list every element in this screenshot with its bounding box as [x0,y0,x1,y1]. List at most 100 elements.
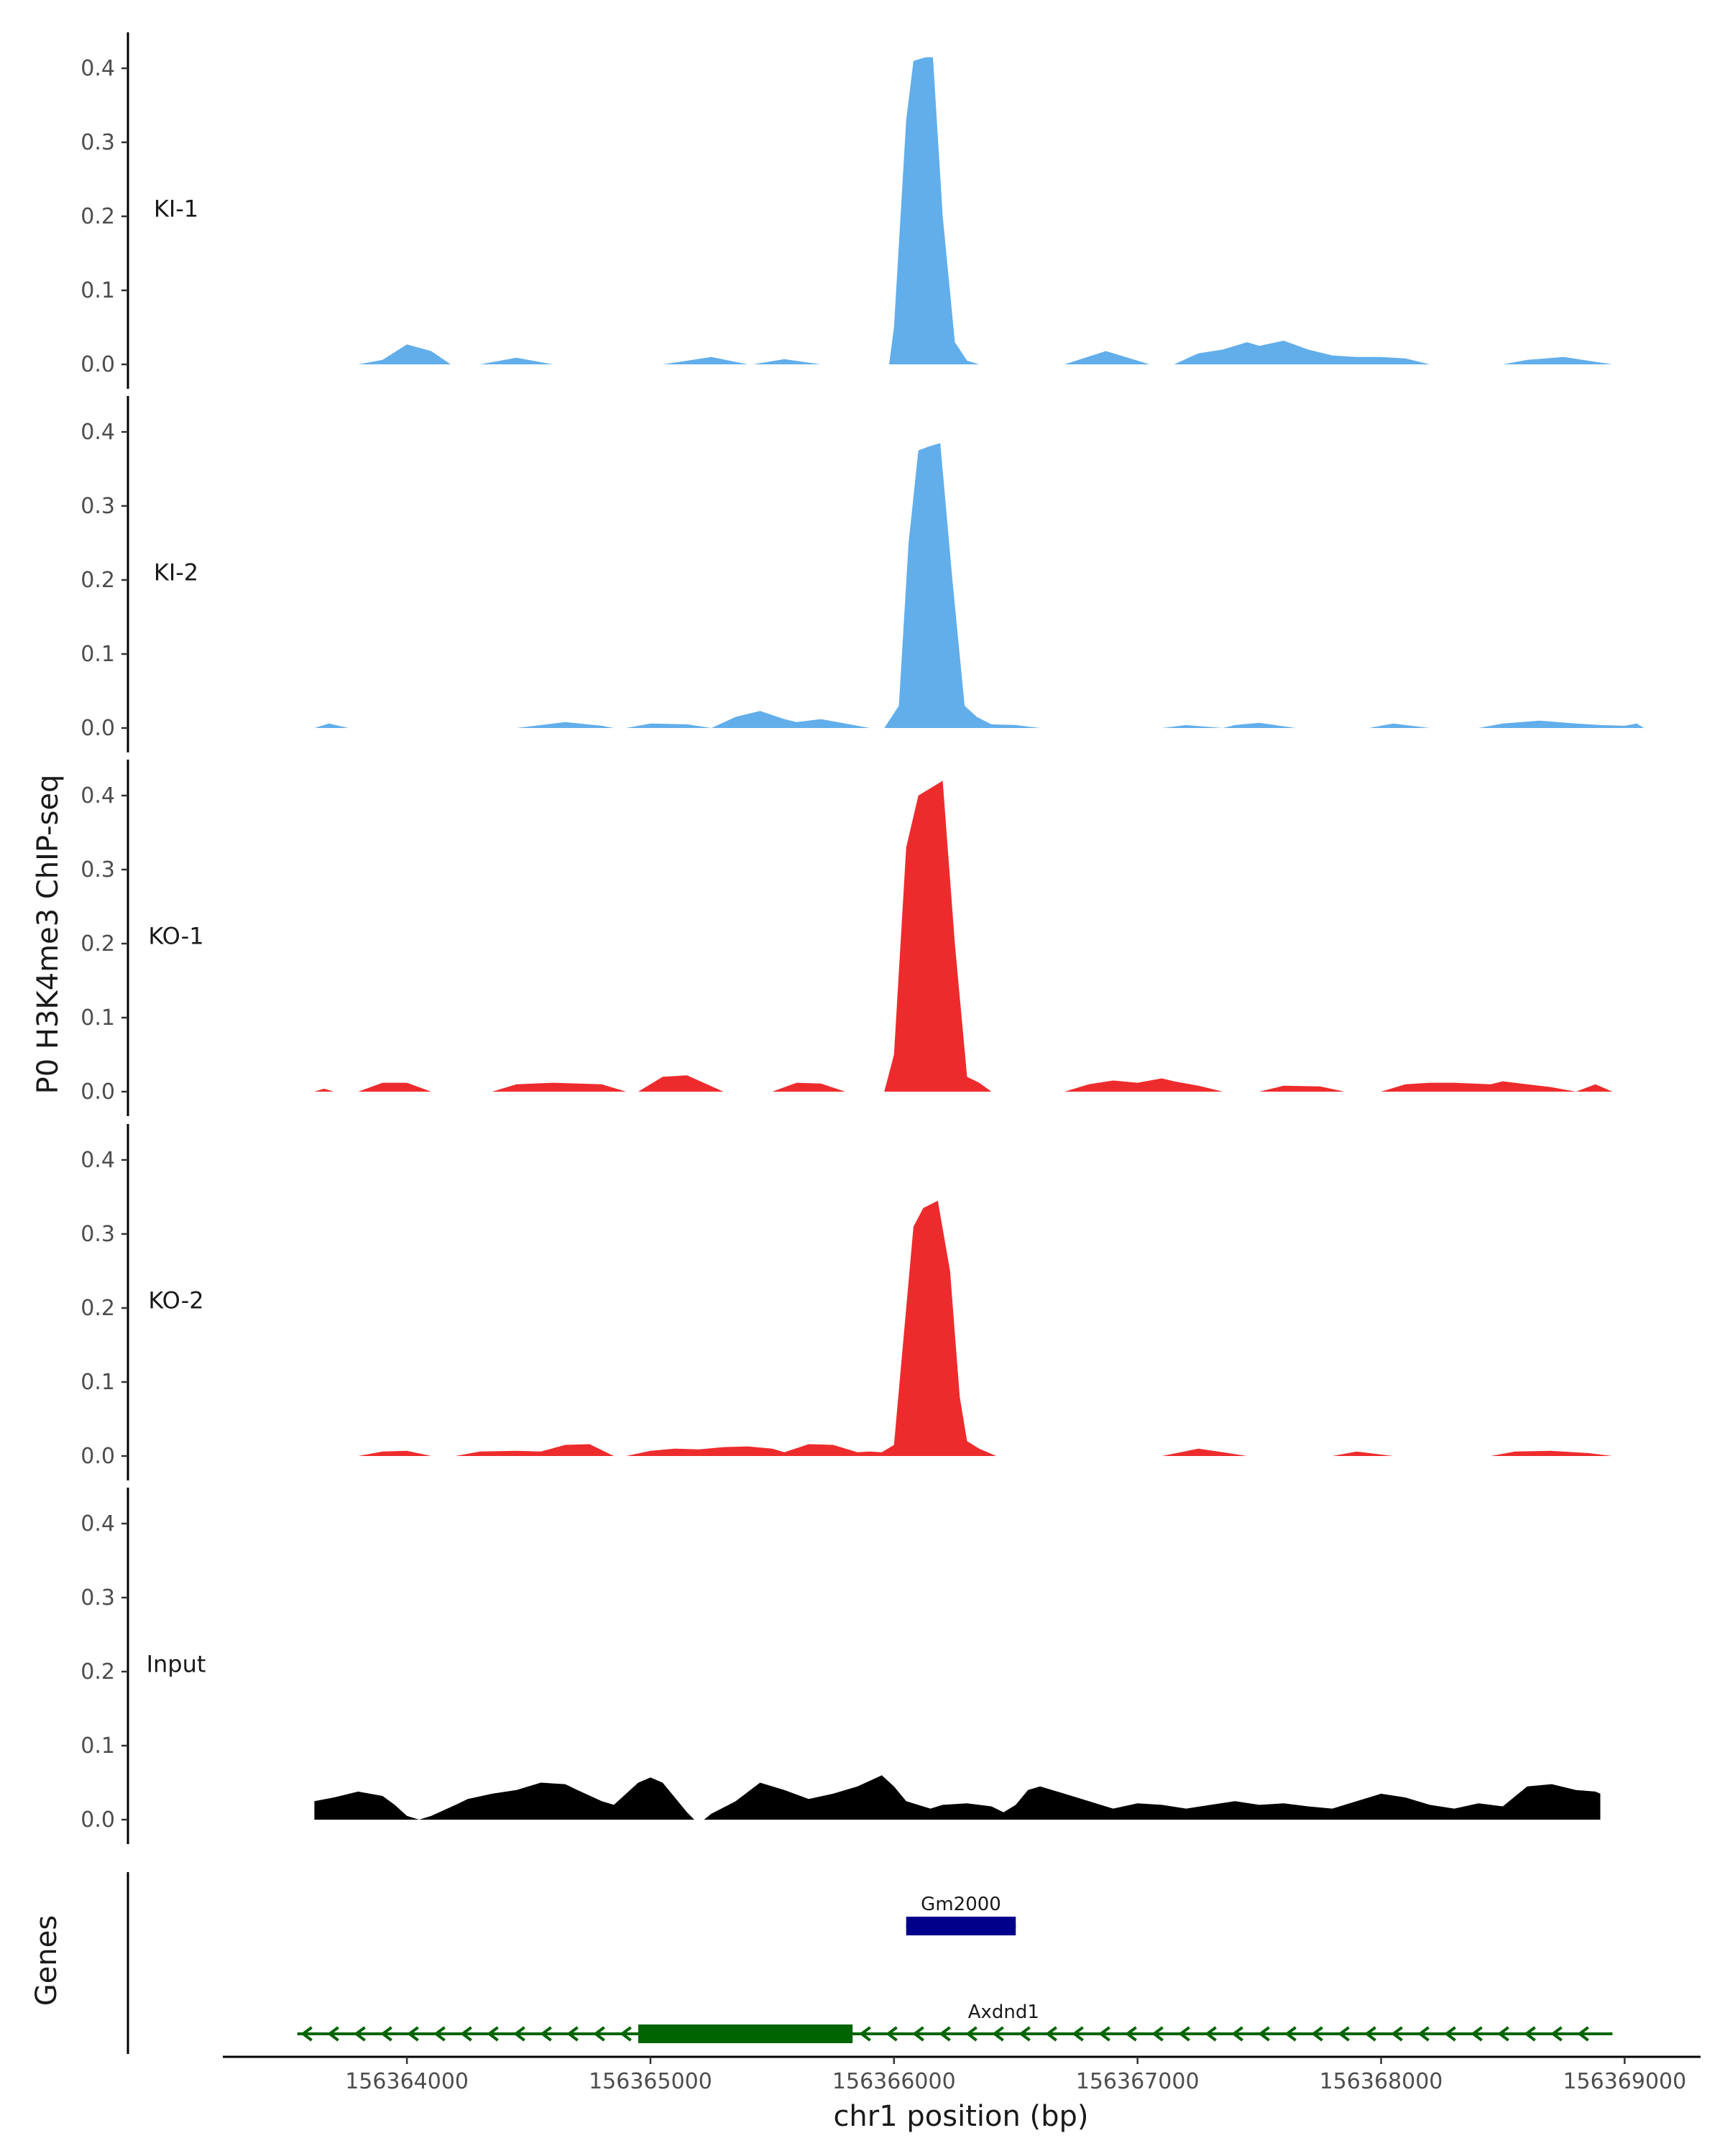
track-ko-2: 0.0 0.1 0.2 0.3 0.4 KO-2 [80,1124,1613,1480]
genes-track: Genes Gm2000 Axdnd1 [30,1872,1613,2054]
strand-arrow [912,2026,924,2042]
strand-arrow [433,2026,446,2042]
strand-arrow [1311,2026,1323,2042]
gene-gm2000: Gm2000 [906,1894,1016,1935]
strand-arrow [992,2026,1004,2042]
strand-arrow [566,2026,579,2042]
gene-name-label: Gm2000 [921,1894,1001,1915]
signal-area [314,1775,1601,1820]
y-tick-label: 0.3 [80,1222,115,1247]
y-tick-label: 0.0 [80,352,115,377]
signal-area [314,443,1644,728]
y-tick-label: 0.2 [80,931,115,957]
signal-area [314,780,1613,1092]
track-label: KO-2 [148,1287,203,1314]
strand-arrow [593,2026,605,2042]
strand-arrow [886,2026,898,2042]
x-tick-label: 156366000 [832,2069,956,2094]
y-tick-label: 0.0 [80,1444,115,1469]
y-tick-label: 0.0 [80,716,115,741]
strand-arrow [1098,2026,1110,2042]
y-tick-label: 0.2 [80,568,115,593]
y-tick-label: 0.3 [80,130,115,155]
track-input: 0.0 0.1 0.2 0.3 0.4 Input [80,1488,1601,1844]
y-tick-label: 0.4 [80,783,115,808]
strand-arrow [859,2026,871,2042]
track-label: KI-1 [154,195,198,223]
strand-arrow [1417,2026,1430,2042]
strand-arrow [939,2026,951,2042]
strand-arrow [513,2026,525,2042]
y-tick-label: 0.1 [80,1370,115,1395]
y-tick-label: 0.2 [80,204,115,229]
track-label: KI-2 [154,559,198,586]
y-tick-label: 0.3 [80,1585,115,1611]
y-tick-label: 0.1 [80,1005,115,1031]
x-axis: chr1 position (bp) 156364000 156365000 156… [223,2055,1701,2133]
strand-arrow [407,2026,419,2042]
x-tick-label: 156367000 [1076,2069,1200,2094]
strand-arrow [1178,2026,1190,2042]
x-tick-label: 156369000 [1563,2069,1686,2094]
signal-area [358,1200,1613,1456]
track-ki-2: 0.0 0.1 0.2 0.3 0.4 KI-2 [80,396,1644,752]
strand-arrow [1524,2026,1536,2042]
strand-arrow [1577,2026,1589,2042]
strand-arrow [1550,2026,1563,2042]
strand-arrow [380,2026,392,2042]
strand-arrow [1072,2026,1084,2042]
y-tick-label: 0.4 [80,56,115,81]
strand-arrow [1364,2026,1376,2042]
strand-arrow [487,2026,499,2042]
x-tick-label: 156365000 [589,2069,712,2094]
track-label: KO-1 [148,923,203,950]
strand-arrow [1471,2026,1483,2042]
signal-tracks: 0.00.10.20.30.4KI-10.00.10.20.30.4KI-20.… [80,32,1644,1844]
x-tick-label: 156364000 [345,2069,469,2094]
strand-arrow [965,2026,978,2042]
x-tick-label: 156368000 [1320,2069,1443,2094]
y-tick-label: 0.4 [80,1511,115,1537]
y-tick-label: 0.2 [80,1659,115,1685]
y-tick-label: 0.1 [80,1733,115,1759]
y-tick-label: 0.3 [80,494,115,519]
strand-arrow [1258,2026,1270,2042]
y-tick-label: 0.0 [80,1079,115,1105]
strand-arrow [1045,2026,1057,2042]
strand-arrow [354,2026,366,2042]
y-tick-label: 0.4 [80,420,115,445]
track-ki-1: 0.0 0.1 0.2 0.3 0.4 KI-1 [80,32,1613,389]
strand-arrow [1151,2026,1164,2042]
y-tick-label: 0.3 [80,857,115,883]
strand-arrow [1444,2026,1456,2042]
strand-arrow [1018,2026,1031,2042]
strand-arrow [460,2026,472,2042]
gene-exon [638,2024,853,2043]
strand-arrow [1391,2026,1403,2042]
strand-arrow [1497,2026,1509,2042]
y-tick-label: 0.0 [80,1807,115,1833]
y-tick-label: 0.1 [80,642,115,667]
track-ko-1: 0.0 0.1 0.2 0.3 0.4 KO-1 [80,760,1613,1116]
genes-track-title: Genes [30,1915,63,2006]
strand-arrow [1205,2026,1217,2042]
strand-arrow [300,2026,313,2042]
strand-arrow [1284,2026,1297,2042]
y-tick-label: 0.4 [80,1148,115,1173]
signal-area [358,57,1613,364]
strand-arrow [540,2026,552,2042]
strand-arrow [620,2026,632,2042]
y-tick-label: 0.1 [80,278,115,303]
strand-arrow [327,2026,339,2042]
strand-arrow [1125,2026,1137,2042]
gene-name-label: Axdnd1 [968,2001,1039,2023]
track-label: Input [147,1651,206,1678]
y-axis-title: P0 H3K4me3 ChIP-seq [32,775,65,1095]
strand-arrow [1231,2026,1243,2042]
gene-axdnd1: Axdnd1 [297,2001,1613,2043]
y-tick-label: 0.2 [80,1296,115,1321]
x-axis-title: chr1 position (bp) [833,2100,1088,2133]
gene-exon [906,1917,1016,1935]
strand-arrow [1338,2026,1350,2042]
